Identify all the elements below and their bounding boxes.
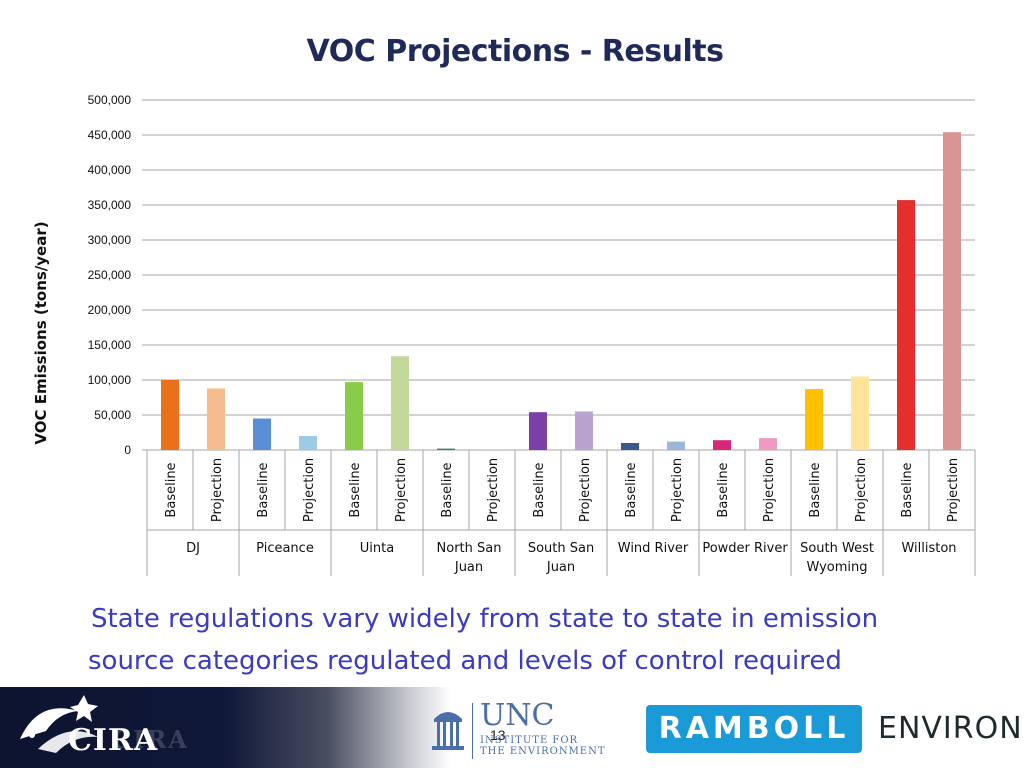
y-tick-label: 450,000 [88, 128, 132, 142]
y-tick-label: 300,000 [88, 233, 132, 247]
x-tick-label: Projection [762, 458, 777, 522]
group-label: Powder River [702, 541, 788, 556]
bar-south-west-wyoming-baseline [805, 389, 823, 450]
x-tick-label: Projection [210, 458, 225, 522]
x-tick-label: Baseline [256, 462, 271, 517]
unc-name: UNC [480, 698, 555, 733]
group-label: Uinta [360, 541, 394, 556]
x-tick-label: Projection [302, 458, 317, 522]
group-label: DJ [186, 541, 200, 556]
cira-logo-icon [20, 695, 98, 753]
bar-dj-baseline [161, 380, 179, 450]
y-tick-label: 200,000 [88, 303, 132, 317]
chart-gridlines [142, 99, 976, 576]
x-tick-label: Baseline [348, 462, 363, 517]
bar-uinta-baseline [345, 382, 363, 450]
old-well-icon [432, 712, 464, 750]
bar-north-san-juan-baseline [437, 448, 455, 450]
ramboll-logo: RAMBOLL [646, 705, 862, 753]
footer-logo-bar: CIRA CIRA UNC INSTITUTE FOR THE ENVIRONM… [0, 687, 1024, 768]
y-tick-label: 400,000 [88, 163, 132, 177]
x-tick-label: Baseline [532, 462, 547, 517]
group-label: South West [800, 541, 874, 556]
x-tick-label: Baseline [900, 462, 915, 517]
x-tick-label: Baseline [440, 462, 455, 517]
group-label: South San [528, 541, 594, 556]
x-axis-group-labels: DJ Piceance Uinta North San Juan South San Jua… [186, 541, 956, 575]
bar-powder-river-projection [759, 438, 777, 450]
bar-dj-projection [207, 388, 225, 450]
bar-williston-baseline [897, 200, 915, 450]
y-tick-label: 150,000 [88, 338, 132, 352]
caption-line-2: source categories regulated and levels o… [88, 646, 842, 676]
group-label: Juan [546, 560, 575, 575]
x-tick-label: Baseline [164, 462, 179, 517]
bar-south-san-juan-baseline [529, 412, 547, 450]
group-label: Juan [454, 560, 483, 575]
bar-uinta-projection [391, 356, 409, 450]
y-tick-label: 500,000 [88, 93, 132, 107]
unc-subtitle-line-1: INSTITUTE FOR [480, 735, 579, 746]
environ-logo: ENVIRON [878, 711, 1023, 746]
unc-logo: UNC INSTITUTE FOR THE ENVIRONMENT [430, 701, 610, 763]
x-tick-label: Baseline [808, 462, 823, 517]
chart-bars [161, 132, 961, 451]
bar-wind-river-baseline [621, 443, 639, 450]
x-tick-label: Baseline [716, 462, 731, 517]
group-label: Williston [901, 541, 956, 556]
y-tick-label: 350,000 [88, 198, 132, 212]
x-tick-label: Projection [670, 458, 685, 522]
bar-powder-river-baseline [713, 440, 731, 450]
group-label: North San [437, 541, 502, 556]
cira-logo-text: CIRA [68, 723, 159, 758]
caption-line-1: State regulations vary widely from state… [91, 604, 879, 634]
x-tick-label: Projection [946, 458, 961, 522]
unc-subtitle-line-2: THE ENVIRONMENT [480, 746, 606, 757]
x-axis-category-labels: Baseline Projection Baseline Projection Base… [164, 458, 961, 522]
cira-watermark-text: CIRA [112, 725, 189, 754]
x-tick-label: Projection [394, 458, 409, 522]
bar-south-san-juan-projection [575, 411, 593, 450]
x-tick-label: Projection [854, 458, 869, 522]
y-axis-tick-labels: 0 50,000 100,000 150,000 200,000 250,000 300,0… [88, 93, 132, 457]
y-axis-title: VOC Emissions (tons/year) [32, 221, 50, 444]
bar-piceance-projection [299, 436, 317, 450]
y-tick-label: 50,000 [94, 408, 131, 422]
bar-wind-river-projection [667, 441, 685, 450]
bar-north-san-juan-projection [483, 449, 501, 451]
slide-title: VOC Projections - Results [306, 34, 724, 69]
bar-chart: 0 50,000 100,000 150,000 200,000 250,000 300,0… [32, 93, 976, 576]
y-tick-label: 100,000 [88, 373, 132, 387]
bar-south-west-wyoming-projection [851, 376, 869, 450]
x-tick-label: Projection [486, 458, 501, 522]
page-number: 13 [490, 727, 506, 743]
unc-subtitle: INSTITUTE FOR THE ENVIRONMENT [480, 735, 606, 757]
y-tick-label: 0 [124, 443, 131, 457]
group-label: Piceance [256, 541, 314, 556]
group-label: Wind River [618, 541, 689, 556]
x-tick-label: Baseline [624, 462, 639, 517]
slide-caption: State regulations vary widely from state… [88, 598, 968, 682]
bar-williston-projection [943, 132, 961, 450]
x-tick-label: Projection [578, 458, 593, 522]
y-tick-label: 250,000 [88, 268, 132, 282]
bar-piceance-baseline [253, 418, 271, 450]
group-label: Wyoming [806, 560, 867, 575]
